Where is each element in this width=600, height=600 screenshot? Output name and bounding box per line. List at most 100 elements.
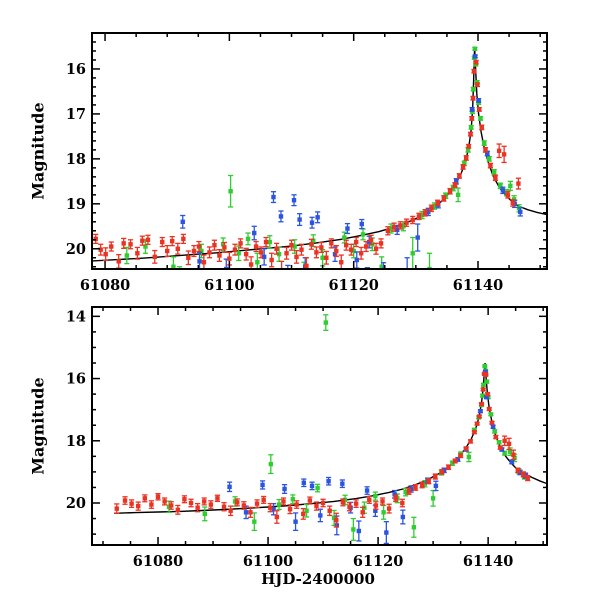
data-point xyxy=(181,495,188,504)
data-point xyxy=(221,502,227,512)
data-point xyxy=(313,246,319,259)
data-point xyxy=(466,451,472,463)
y-tick-label: 14 xyxy=(66,308,86,325)
data-point xyxy=(428,204,434,213)
data-point xyxy=(496,143,502,159)
data-point xyxy=(196,240,202,253)
data-point xyxy=(477,409,484,414)
y-tick-label: 16 xyxy=(66,61,86,78)
data-point xyxy=(358,246,364,260)
x-axis-label: HJD-2400000 xyxy=(261,570,375,588)
axes-frame xyxy=(91,32,548,270)
data-point xyxy=(196,251,203,269)
data-point xyxy=(325,476,332,486)
data-point xyxy=(491,169,497,176)
data-point xyxy=(168,501,174,510)
data-point xyxy=(228,174,234,208)
data-point xyxy=(380,262,387,269)
data-point xyxy=(162,497,168,506)
data-point xyxy=(487,162,494,169)
data-point xyxy=(307,496,313,505)
data-point xyxy=(439,469,445,475)
data-point xyxy=(185,250,191,266)
data-point xyxy=(188,498,194,508)
data-point xyxy=(500,186,506,195)
data-point xyxy=(291,194,297,207)
data-point xyxy=(300,507,306,520)
data-point xyxy=(363,240,369,253)
data-point xyxy=(476,106,482,112)
data-point xyxy=(288,239,295,251)
data-point xyxy=(469,115,475,121)
data-point xyxy=(343,239,349,251)
data-point xyxy=(458,453,464,459)
data-point xyxy=(406,487,412,495)
data-point xyxy=(298,243,305,256)
data-point xyxy=(479,124,485,131)
data-point xyxy=(447,187,453,195)
data-point xyxy=(452,458,458,464)
data-point xyxy=(364,486,370,495)
data-point xyxy=(339,479,345,489)
data-point xyxy=(155,493,161,501)
data-point xyxy=(506,437,512,451)
data-point xyxy=(327,505,333,517)
y-tick-label: 17 xyxy=(66,106,86,123)
data-point xyxy=(372,491,378,501)
data-point xyxy=(366,495,372,504)
data-point xyxy=(435,199,441,207)
data-point xyxy=(476,414,482,419)
data-point xyxy=(400,509,406,525)
data-point xyxy=(422,209,428,217)
data-point xyxy=(411,516,417,538)
data-point xyxy=(281,483,288,495)
data-point xyxy=(283,246,290,260)
data-point xyxy=(490,424,496,429)
data-point xyxy=(471,429,477,435)
x-tick-label: 61080 xyxy=(80,277,130,294)
data-point xyxy=(415,223,421,252)
data-point xyxy=(253,240,259,253)
x-tick-label: 61120 xyxy=(353,553,403,570)
data-point xyxy=(116,253,122,269)
series-red xyxy=(93,59,522,269)
data-point xyxy=(509,459,515,465)
data-point xyxy=(175,504,181,515)
data-point xyxy=(280,497,287,506)
data-point xyxy=(505,191,511,199)
data-point xyxy=(303,257,310,269)
data-point xyxy=(241,501,247,510)
data-point xyxy=(290,494,296,505)
data-point xyxy=(201,254,207,269)
data-point xyxy=(308,238,315,250)
data-point xyxy=(492,429,498,434)
y-tick-label: 18 xyxy=(66,151,86,168)
data-point xyxy=(121,237,127,249)
data-point xyxy=(482,146,489,153)
x-tick-label: 61080 xyxy=(133,553,183,570)
data-point xyxy=(492,174,499,182)
data-point xyxy=(170,256,177,269)
data-point xyxy=(510,199,516,207)
data-point xyxy=(323,250,329,265)
x-tick-label: 61140 xyxy=(453,277,503,294)
data-point xyxy=(348,243,354,256)
data-point xyxy=(93,233,99,245)
data-point xyxy=(211,239,218,251)
data-point xyxy=(270,191,277,204)
data-point xyxy=(124,246,130,265)
data-point xyxy=(507,180,513,191)
data-point xyxy=(426,478,432,485)
data-point xyxy=(470,86,476,92)
data-point xyxy=(354,251,360,269)
model-curve xyxy=(92,46,547,262)
x-tick-label: 61120 xyxy=(328,277,378,294)
data-point xyxy=(477,115,484,121)
axis-ticks xyxy=(92,307,547,545)
data-point xyxy=(323,314,329,331)
panel-bottom: 61080 61100 61120 61140 14 16 18 20 xyxy=(66,306,548,570)
data-point xyxy=(360,228,366,241)
data-point xyxy=(497,445,503,450)
data-point xyxy=(237,238,244,249)
data-point xyxy=(478,401,485,407)
